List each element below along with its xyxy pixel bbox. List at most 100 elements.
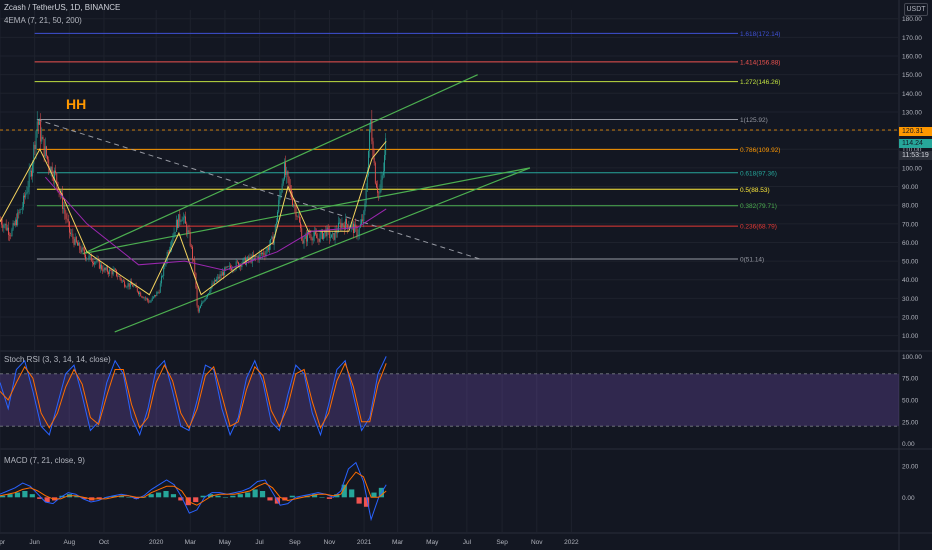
candle-body xyxy=(119,276,121,279)
macd-histogram-bar xyxy=(289,495,295,498)
candle-body xyxy=(220,274,222,276)
chart-title[interactable]: Zcash / TetherUS, 1D, BINANCE xyxy=(4,3,121,12)
time-tick-label: 2022 xyxy=(564,539,579,546)
candle-body xyxy=(37,121,39,125)
candle-body xyxy=(282,179,284,184)
candle-body xyxy=(369,129,370,151)
candle-body xyxy=(351,223,353,225)
candle-body xyxy=(28,171,30,188)
macd-histogram-bar xyxy=(245,492,251,498)
candle-body xyxy=(128,283,130,287)
candle-body xyxy=(331,234,333,238)
candle-body xyxy=(230,265,231,269)
candle-body xyxy=(278,200,280,212)
price-tick-label: 40.00 xyxy=(902,277,919,284)
time-tick-label: Jul xyxy=(255,539,264,546)
time-tick-label: Apr xyxy=(0,539,6,546)
candle-body xyxy=(213,279,215,284)
candle-body xyxy=(296,216,298,217)
candle-body xyxy=(350,223,352,228)
price-tick-label: 20.00 xyxy=(902,315,919,322)
candle-body xyxy=(272,236,274,245)
candle-body xyxy=(207,294,208,297)
candle-body xyxy=(72,233,74,239)
candle-body xyxy=(148,300,150,303)
macd-histogram-bar xyxy=(349,489,355,498)
macd-histogram-bar xyxy=(252,489,258,498)
candle-body xyxy=(250,257,252,263)
candle-body xyxy=(8,227,9,235)
stoch-rsi-d-line xyxy=(0,361,387,430)
candle-body xyxy=(285,162,287,175)
candle-body xyxy=(155,294,157,297)
candle-body xyxy=(172,237,174,241)
candle-body xyxy=(371,119,373,142)
macd-indicator-label[interactable]: MACD (7, 21, close, 9) xyxy=(4,456,85,465)
candle-body xyxy=(261,253,262,255)
candle-body xyxy=(26,192,28,194)
candle-body xyxy=(221,272,223,276)
candle-body xyxy=(332,233,334,235)
candle-body xyxy=(56,172,58,183)
macd-line xyxy=(0,461,387,522)
candle-body xyxy=(205,296,207,299)
ema-indicator-label[interactable]: 4EMA (7, 21, 50, 200) xyxy=(4,16,82,25)
candle-body xyxy=(289,185,291,190)
candle-body xyxy=(39,121,40,125)
candle-body xyxy=(357,234,359,237)
candle-body xyxy=(343,225,345,230)
candle-body xyxy=(194,260,196,274)
candle-body xyxy=(265,251,267,256)
candle-body xyxy=(223,272,224,276)
time-tick-label: Mar xyxy=(392,539,404,546)
countdown-tag: 11:53:19 xyxy=(899,151,932,160)
candle-body xyxy=(288,176,290,186)
candle-body xyxy=(335,230,337,234)
candle-body xyxy=(16,219,17,226)
candle-body xyxy=(105,267,107,270)
candle-body xyxy=(295,206,297,217)
currency-button[interactable]: USDT xyxy=(904,3,928,16)
candle-body xyxy=(361,219,362,224)
candle-body xyxy=(208,293,209,295)
candle-body xyxy=(310,234,312,239)
candle-body xyxy=(280,191,282,196)
candle-body xyxy=(83,249,85,255)
macd-histogram-bar xyxy=(267,497,273,501)
ema-line xyxy=(0,140,387,296)
macd-histogram-bar xyxy=(170,494,177,498)
candle-body xyxy=(64,208,66,214)
macd-histogram-bar xyxy=(29,494,35,498)
time-tick-label: Aug xyxy=(64,539,76,546)
candle-body xyxy=(372,141,374,159)
candle-body xyxy=(48,159,50,168)
candle-body xyxy=(264,254,266,256)
macd-histogram-bar xyxy=(371,492,377,498)
candle-body xyxy=(25,193,27,198)
candle-body xyxy=(182,217,184,220)
macd-histogram-bar xyxy=(334,494,340,498)
macd-histogram-bar xyxy=(7,494,13,498)
macd-histogram-bar xyxy=(163,491,169,498)
macd-histogram-bar xyxy=(363,497,370,507)
candle-body xyxy=(247,256,249,261)
macd-histogram-bar xyxy=(118,495,125,498)
candle-body xyxy=(151,297,153,301)
candle-body xyxy=(353,223,354,233)
candle-body xyxy=(111,270,113,275)
price-tick-label: 130.00 xyxy=(902,109,922,116)
candle-body xyxy=(284,162,285,180)
candle-body xyxy=(255,255,257,257)
macd-histogram-bar xyxy=(319,497,325,498)
candle-body xyxy=(248,256,250,260)
candle-body xyxy=(136,287,138,292)
candle-body xyxy=(228,265,230,267)
candle-body xyxy=(135,285,137,288)
candle-body xyxy=(313,232,315,237)
stoch-rsi-indicator-label[interactable]: Stoch RSI (3, 3, 14, 14, close) xyxy=(4,355,111,364)
candle-body xyxy=(218,276,220,279)
macd-histogram-bar xyxy=(0,495,6,498)
candle-body xyxy=(370,119,372,130)
candle-body xyxy=(322,230,323,239)
